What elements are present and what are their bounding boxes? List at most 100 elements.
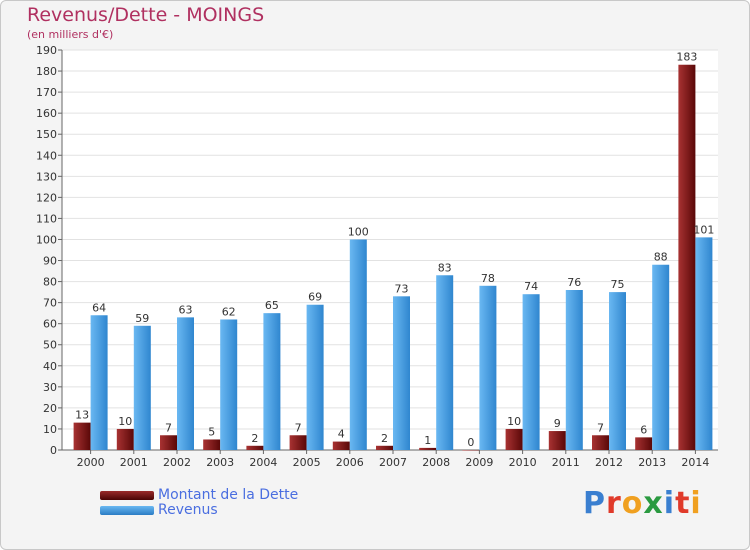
bar-revenus: [652, 264, 670, 450]
bar-dette: [505, 428, 523, 450]
y-tick-label: 40: [43, 360, 57, 373]
logo-letter: r: [606, 486, 622, 521]
data-label-revenus: 78: [481, 272, 495, 285]
y-tick-label: 180: [36, 65, 57, 78]
bar-dette: [635, 437, 653, 450]
data-label-revenus: 75: [611, 278, 625, 291]
data-label-dette: 6: [640, 423, 647, 436]
data-label-revenus: 64: [92, 301, 106, 314]
bar-revenus: [133, 325, 151, 450]
bar-revenus: [436, 275, 454, 450]
bar-dette: [419, 447, 437, 450]
bar-dette: [332, 441, 350, 450]
y-tick-label: 170: [36, 86, 57, 99]
data-label-revenus: 69: [308, 291, 322, 304]
data-label-revenus: 83: [438, 261, 452, 274]
data-label-revenus: 62: [222, 305, 236, 318]
data-label-dette: 0: [467, 436, 474, 449]
bar-dette: [160, 435, 177, 450]
bar-revenus: [609, 292, 626, 450]
legend-swatch-revenus: [100, 505, 154, 515]
x-tick-label: 2000: [77, 456, 105, 469]
bar-revenus: [479, 285, 497, 450]
logo-letter: i: [690, 486, 702, 521]
legend-label-revenus: Revenus: [158, 502, 218, 518]
legend-item-revenus: Revenus: [100, 502, 218, 518]
data-label-revenus: 63: [179, 303, 193, 316]
data-label-dette: 183: [676, 51, 697, 64]
bar-revenus: [522, 294, 540, 450]
data-label-dette: 10: [507, 415, 521, 428]
plot-area: [62, 50, 718, 450]
y-tick-label: 100: [36, 233, 57, 246]
bar-dette: [73, 422, 91, 450]
x-tick-label: 2010: [509, 456, 537, 469]
y-tick-label: 90: [43, 255, 57, 268]
y-tick-label: 10: [43, 423, 57, 436]
y-tick-label: 50: [43, 339, 57, 352]
bar-revenus: [695, 237, 713, 450]
data-label-dette: 1: [424, 434, 431, 447]
data-label-revenus: 65: [265, 299, 279, 312]
y-tick-label: 130: [36, 170, 57, 183]
legend-label-dette: Montant de la Dette: [158, 487, 299, 503]
x-tick-label: 2011: [552, 456, 580, 469]
data-label-revenus: 59: [135, 312, 149, 325]
y-tick-label: 80: [43, 276, 57, 289]
x-tick-label: 2002: [163, 456, 191, 469]
y-tick-label: 60: [43, 318, 57, 331]
data-label-dette: 7: [597, 421, 604, 434]
y-tick-label: 150: [36, 128, 57, 141]
x-tick-label: 2014: [681, 456, 709, 469]
data-label-revenus: 101: [693, 223, 714, 236]
data-label-revenus: 100: [348, 225, 369, 238]
y-tick-label: 140: [36, 149, 57, 162]
bar-revenus: [220, 319, 238, 450]
bar-revenus: [393, 296, 410, 450]
data-label-revenus: 74: [524, 280, 538, 293]
logo-letter: t: [675, 486, 691, 521]
bar-revenus: [263, 313, 281, 450]
bar-dette: [376, 445, 393, 450]
logo-letter: P: [583, 486, 606, 521]
legend-swatch-dette: [100, 490, 154, 500]
y-tick-label: 190: [36, 44, 57, 57]
y-tick-label: 110: [36, 212, 57, 225]
bar-dette: [203, 439, 221, 450]
data-label-dette: 4: [338, 428, 345, 441]
x-tick-label: 2013: [638, 456, 666, 469]
data-label-dette: 5: [208, 425, 215, 438]
bar-dette: [548, 431, 566, 450]
x-tick-label: 2006: [336, 456, 364, 469]
data-label-revenus: 88: [654, 251, 668, 264]
x-tick-label: 2008: [422, 456, 450, 469]
logo-letter: i: [663, 486, 676, 521]
data-label-dette: 2: [251, 432, 258, 445]
proxiti-logo: Proxiti: [583, 486, 702, 521]
bar-revenus: [177, 317, 194, 450]
y-tick-label: 120: [36, 191, 57, 204]
bar-revenus: [306, 304, 324, 450]
x-tick-label: 2009: [465, 456, 493, 469]
data-label-dette: 7: [165, 421, 172, 434]
x-tick-label: 2003: [206, 456, 234, 469]
data-label-dette: 9: [554, 417, 561, 430]
y-tick-label: 160: [36, 107, 57, 120]
data-label-dette: 10: [118, 415, 132, 428]
bar-dette: [462, 450, 480, 451]
y-tick-label: 30: [43, 381, 57, 394]
bar-dette: [116, 428, 134, 450]
legend-item-dette: Montant de la Dette: [100, 487, 298, 503]
y-tick-label: 0: [50, 444, 57, 457]
bar-revenus: [90, 315, 108, 450]
chart-title: Revenus/Dette - MOINGS: [27, 4, 265, 26]
logo-letter: x: [643, 486, 664, 521]
bar-dette: [246, 445, 264, 450]
y-tick-label: 20: [43, 402, 57, 415]
bar-dette: [592, 435, 609, 450]
bar-revenus: [349, 239, 367, 450]
x-tick-label: 2004: [249, 456, 277, 469]
x-tick-label: 2012: [595, 456, 623, 469]
bar-revenus: [565, 290, 583, 450]
data-label-dette: 13: [75, 409, 89, 422]
